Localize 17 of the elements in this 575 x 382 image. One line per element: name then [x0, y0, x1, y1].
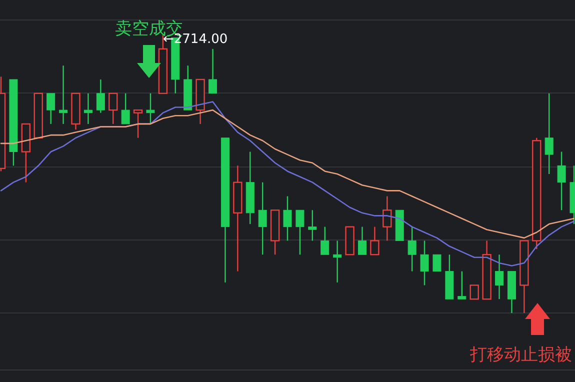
- candlestick: [283, 196, 292, 242]
- candlestick: [544, 92, 554, 175]
- candlestick: [96, 78, 105, 114]
- candlestick: [233, 165, 242, 272]
- candlestick: [146, 92, 155, 125]
- candlestick: [408, 226, 416, 272]
- candlestick: [246, 151, 254, 225]
- candlestick: [495, 254, 504, 300]
- candlestick: [59, 64, 68, 125]
- candlestick: [557, 151, 566, 211]
- candlestick: [333, 240, 342, 284]
- candlestick: [258, 182, 267, 256]
- candlestick: [308, 210, 317, 242]
- candlestick: [382, 196, 392, 242]
- candlestick: [84, 92, 92, 125]
- text: 打移动止损被: [469, 345, 572, 365]
- candlestick: [420, 240, 429, 286]
